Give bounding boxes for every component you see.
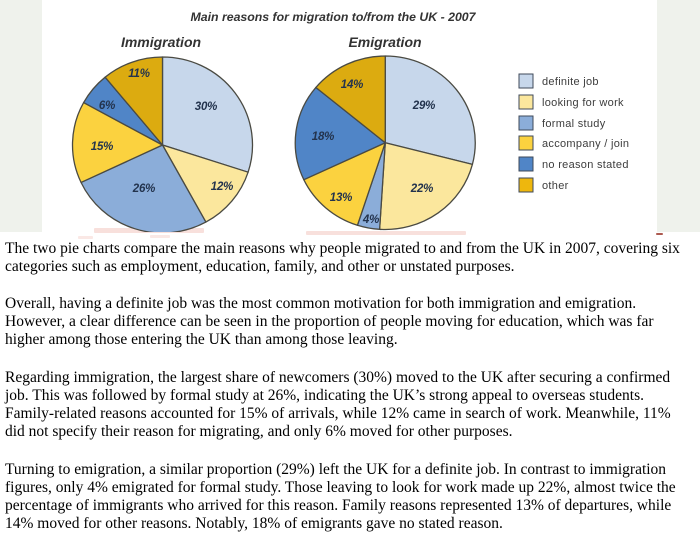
svg-text:14%: 14%	[341, 79, 363, 91]
svg-text:looking for work: looking for work	[542, 97, 624, 109]
svg-text:formal study: formal study	[542, 118, 606, 130]
svg-text:18%: 18%	[312, 131, 334, 143]
svg-text:Emigration: Emigration	[348, 34, 421, 50]
svg-text:no reason stated: no reason stated	[542, 159, 629, 171]
svg-text:definite job: definite job	[542, 76, 599, 88]
svg-text:other: other	[542, 180, 569, 192]
svg-text:11%: 11%	[128, 68, 150, 80]
svg-text:6%: 6%	[99, 100, 115, 112]
svg-text:4%: 4%	[362, 214, 379, 226]
svg-text:12%: 12%	[211, 181, 233, 193]
svg-text:Immigration: Immigration	[121, 34, 201, 50]
svg-text:13%: 13%	[330, 192, 352, 204]
svg-text:26%: 26%	[132, 183, 155, 195]
svg-text:Main reasons for migration to/: Main reasons for migration to/from the U…	[191, 10, 477, 24]
svg-text:30%: 30%	[195, 101, 217, 113]
svg-text:15%: 15%	[91, 141, 113, 153]
svg-text:29%: 29%	[412, 100, 435, 112]
svg-text:22%: 22%	[410, 183, 433, 195]
svg-text:accompany / join: accompany / join	[542, 138, 629, 150]
